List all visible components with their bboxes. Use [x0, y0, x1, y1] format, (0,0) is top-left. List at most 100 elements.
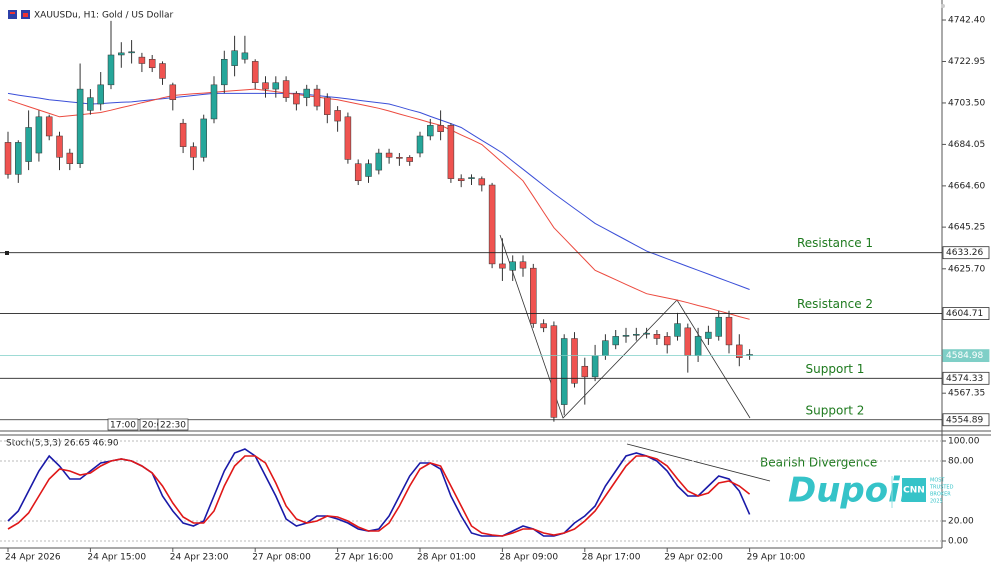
level-label: Support 1	[806, 362, 865, 376]
candle-body	[365, 163, 372, 177]
series-line	[7, 88, 750, 320]
candle-body	[251, 61, 259, 83]
y-tick-label: 4567.35	[948, 389, 985, 399]
x-tick-label: 24 Apr 15:00	[87, 553, 146, 563]
candle-body	[15, 142, 22, 175]
candle-body	[148, 58, 156, 69]
candle-body	[241, 52, 249, 60]
candle-body	[375, 152, 383, 171]
x-tick-label: 24 Apr 23:00	[170, 553, 229, 563]
candle-body	[334, 110, 341, 122]
candle-body	[416, 135, 424, 154]
candle-body	[4, 142, 12, 175]
candle-body	[550, 325, 558, 418]
candle-body	[602, 340, 609, 356]
candle-body	[179, 122, 187, 147]
candle-body	[303, 88, 310, 98]
x-tick-label: 24 Apr 2026	[5, 553, 61, 563]
price-box	[942, 307, 990, 320]
candle-body	[447, 125, 455, 179]
candle-body	[262, 82, 269, 90]
price-box	[942, 246, 990, 260]
candle-body	[200, 118, 207, 158]
candle-body	[725, 316, 733, 346]
axis-handle	[941, 4, 945, 8]
x-tick-label: 28 Apr 09:00	[499, 553, 558, 563]
y-tick-label: 4742.40	[948, 16, 985, 26]
candle-body	[571, 338, 578, 384]
y-tick-label: 20.00	[948, 517, 974, 527]
candle-body	[427, 125, 434, 137]
candle-body	[468, 177, 475, 179]
price-label: 4604.71	[946, 309, 983, 319]
candle-body	[478, 178, 486, 186]
series-line	[7, 455, 751, 537]
candle-body	[694, 336, 702, 356]
x-tick-label: 27 Apr 08:00	[252, 553, 311, 563]
candle-body	[560, 338, 568, 405]
chart-title: XAUUSDu, H1: Gold / US Dollar	[34, 11, 174, 21]
candle-body	[385, 152, 393, 158]
y-tick-label: 4645.25	[948, 223, 985, 233]
y-tick-label: 4722.95	[948, 57, 985, 67]
candle-body	[272, 82, 280, 90]
candle-body	[118, 52, 125, 56]
x-tick-label: 28 Apr 01:00	[417, 553, 476, 563]
candle-body	[437, 125, 444, 132]
badge	[902, 478, 926, 502]
price-label: 4633.26	[946, 248, 983, 258]
candle-body	[612, 336, 619, 346]
icon	[23, 13, 28, 17]
badge-line: TRUSTED	[929, 485, 954, 491]
candle-body	[622, 335, 630, 337]
price-box	[942, 371, 990, 385]
candle-body	[293, 93, 300, 105]
candle-body	[66, 152, 74, 164]
candle-body	[663, 336, 671, 346]
price-label: 4584.98	[946, 351, 983, 361]
candle-body	[76, 88, 84, 164]
candle-body	[684, 327, 692, 356]
candle-body	[169, 84, 177, 100]
candle-body	[581, 365, 589, 378]
candle-body	[313, 88, 321, 107]
candle-body	[591, 355, 599, 378]
candle-body	[190, 146, 197, 158]
candle-body	[488, 184, 496, 265]
time-marker: 20:0	[142, 421, 162, 431]
candle-body	[159, 63, 166, 79]
badge-line: 2025	[930, 499, 943, 505]
candle-body	[705, 331, 712, 339]
y-tick-label: 0.00	[948, 537, 968, 547]
indicator-title: Stoch(5,3,3) 26.65 46.90	[6, 439, 119, 449]
candle-body	[406, 157, 413, 162]
candle-body	[509, 261, 516, 271]
y-tick-label: 100.00	[948, 437, 980, 447]
price-label: 4554.89	[946, 415, 983, 425]
candle-body	[282, 80, 290, 98]
y-tick-label: 80.00	[948, 457, 974, 467]
candle-body	[519, 261, 527, 269]
candle-body	[107, 54, 115, 86]
level-label: Resistance 2	[797, 297, 873, 311]
candle-body	[715, 316, 722, 337]
level-label: Resistance 1	[797, 236, 873, 250]
candle-body	[221, 58, 228, 86]
badge-text: CNN	[903, 486, 925, 496]
candle-body	[231, 50, 238, 66]
x-tick-label: 29 Apr 02:00	[664, 553, 723, 563]
price-label: 4574.33	[946, 374, 983, 384]
candle-body	[56, 135, 63, 158]
price-box	[942, 349, 990, 363]
level-label: Support 2	[806, 403, 865, 417]
candle-body	[653, 334, 661, 339]
annotation: Bearish Divergence	[760, 456, 877, 470]
candle-body	[45, 116, 53, 137]
candle-body	[210, 84, 218, 120]
badge-line: BROKER	[930, 492, 951, 498]
candle-body	[674, 323, 681, 337]
price-box	[942, 413, 990, 427]
candle-body	[128, 51, 135, 54]
